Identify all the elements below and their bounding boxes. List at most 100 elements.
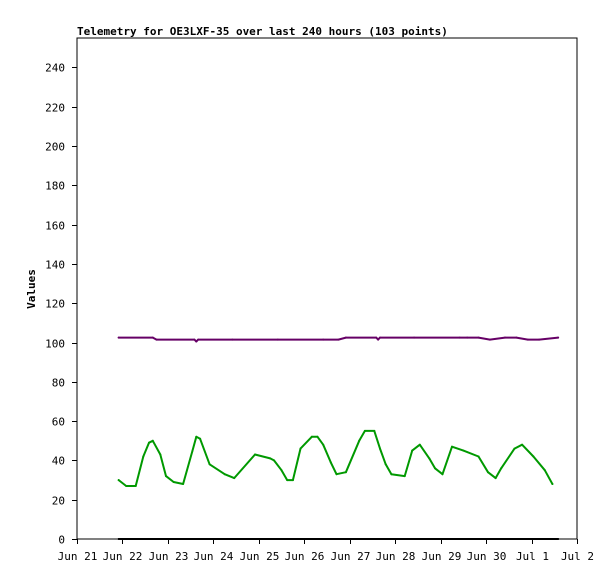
x-tick-label: Jul 2: [561, 550, 594, 563]
series-0-point: [344, 336, 347, 339]
y-tick-label: 60: [52, 416, 65, 429]
series-1-point: [441, 473, 444, 476]
series-0-point: [504, 336, 506, 339]
series-1-point: [379, 447, 381, 450]
series-1-point: [532, 455, 535, 458]
y-tick-label: 80: [52, 377, 65, 390]
series-1-point: [335, 473, 338, 476]
series-1-point: [199, 437, 202, 440]
y-tick-label: 180: [45, 180, 65, 193]
y-axis-title: Values: [25, 269, 38, 309]
series-0-point: [231, 338, 234, 341]
series-0-point: [379, 336, 381, 339]
series-0-point: [377, 338, 380, 341]
series-0-point: [322, 338, 325, 341]
series-0-point: [538, 338, 541, 341]
series-0-point: [155, 338, 158, 341]
x-tick-label: Jun 28: [376, 550, 416, 563]
series-1-point: [148, 441, 150, 444]
series-1-point: [125, 485, 128, 487]
x-tick-label: Jul 1: [516, 550, 549, 563]
series-1-point: [316, 435, 319, 438]
series-1-point: [299, 447, 302, 450]
series-0-point: [375, 336, 378, 339]
series-1-point: [494, 477, 497, 480]
series-1-point: [286, 479, 289, 482]
series-1-point: [322, 443, 325, 446]
series-1-point: [487, 471, 489, 474]
series-1-point: [208, 463, 211, 466]
series-2-point: [557, 538, 560, 540]
series-2-point: [117, 538, 120, 540]
series-1-point: [363, 429, 366, 432]
x-tick-label: Jun 29: [422, 550, 462, 563]
series-1-point: [418, 443, 421, 446]
series-0-point: [117, 336, 120, 339]
series-1-point: [310, 435, 313, 438]
series-layer: [117, 336, 560, 540]
series-1-point: [191, 449, 194, 452]
series-1-point: [182, 483, 185, 485]
series-0-point: [557, 336, 560, 339]
series-1-point: [254, 453, 256, 456]
series-1-point: [172, 481, 175, 483]
x-axis: Jun 21 Jun 22 Jun 23 Jun 24 Jun 25 Jun 26 Jun …: [58, 539, 594, 563]
series-1-point: [477, 455, 480, 458]
y-tick-label: 120: [45, 298, 65, 311]
series-1-point: [273, 459, 275, 462]
series-0-point: [466, 336, 469, 339]
series-0-point: [477, 336, 480, 339]
chart-title: Telemetry for OE3LXF-35 over last 240 ho…: [77, 25, 448, 38]
series-1-point: [384, 463, 387, 466]
series-1-point: [543, 469, 546, 472]
series-1-point: [291, 479, 294, 482]
series-1-point: [373, 429, 376, 432]
series-0-point: [515, 336, 518, 339]
y-tick-label: 140: [45, 259, 65, 272]
series-1-point: [329, 461, 332, 464]
series-1-point: [159, 453, 162, 456]
series-0-point: [413, 336, 416, 339]
series-0-point: [526, 338, 529, 341]
series-1-point: [117, 479, 120, 482]
series-1-point: [223, 473, 226, 476]
x-tick-label: Jun 25: [240, 550, 280, 563]
y-tick-label: 160: [45, 220, 65, 233]
x-tick-label: Jun 26: [285, 550, 325, 563]
y-tick-label: 100: [45, 338, 65, 351]
series-0-point: [195, 340, 198, 343]
series-1-point: [462, 449, 465, 452]
series-1-point: [403, 475, 406, 478]
series-1-point: [513, 447, 516, 450]
series-0-point: [151, 336, 154, 339]
series-1-point: [434, 467, 436, 470]
series-1-point: [411, 449, 414, 452]
y-tick-label: 200: [45, 141, 65, 154]
y-tick-label: 0: [58, 534, 65, 547]
series-1-point: [142, 455, 145, 458]
y-tick-label: 20: [52, 495, 65, 508]
series-0-point: [193, 338, 196, 341]
y-tick-label: 240: [45, 62, 65, 75]
series-1-point: [195, 435, 198, 438]
series-0-point: [276, 338, 279, 341]
y-tick-label: 220: [45, 102, 65, 115]
series-1-point: [500, 467, 503, 470]
series-1-point: [551, 483, 554, 485]
y-axis: 0 20 40 60 80 100 120 140 160 180 200 220 240: [45, 62, 77, 547]
x-tick-label: Jun 23: [149, 550, 189, 563]
series-1-point: [280, 469, 283, 472]
series-1-point: [428, 457, 431, 460]
x-tick-label: Jun 30: [467, 550, 507, 563]
series-1-point: [521, 443, 524, 446]
series-0-point: [337, 338, 340, 341]
series-line-1: [117, 429, 554, 487]
y-tick-label: 40: [52, 455, 65, 468]
x-tick-label: Jun 24: [194, 550, 234, 563]
series-1-point: [390, 473, 393, 476]
x-tick-label: Jun 27: [331, 550, 371, 563]
x-tick-label: Jun 21: [58, 550, 98, 563]
